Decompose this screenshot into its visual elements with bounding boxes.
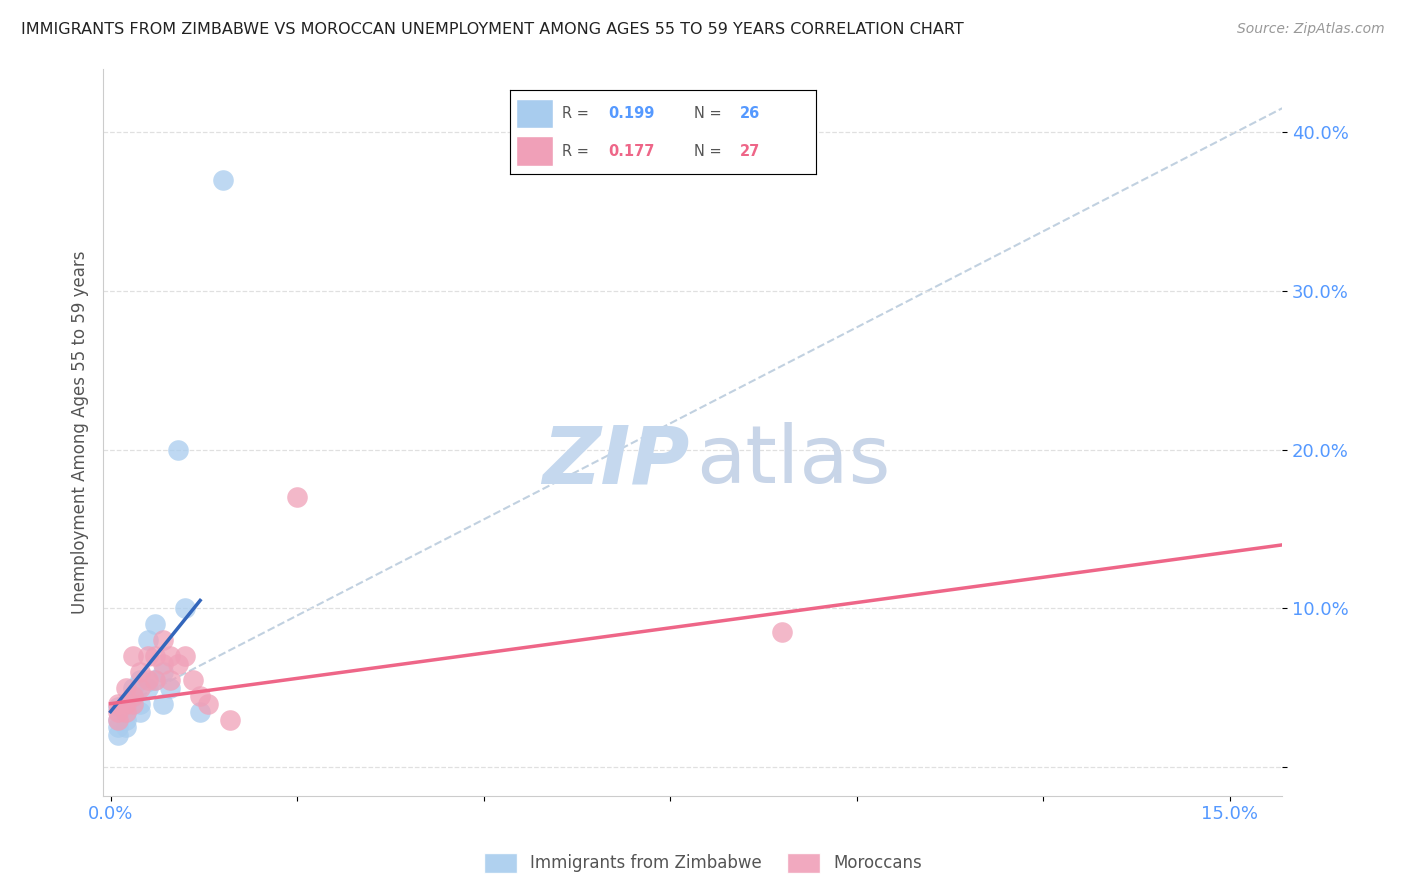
Point <box>122 689 145 703</box>
Point <box>122 689 145 703</box>
Point <box>136 673 159 687</box>
Point <box>285 490 308 504</box>
Point <box>188 689 211 703</box>
Point <box>129 673 152 687</box>
Point <box>114 705 136 719</box>
Point <box>129 681 152 695</box>
Point <box>197 697 219 711</box>
Point <box>107 721 129 735</box>
Text: IMMIGRANTS FROM ZIMBABWE VS MOROCCAN UNEMPLOYMENT AMONG AGES 55 TO 59 YEARS CORR: IMMIGRANTS FROM ZIMBABWE VS MOROCCAN UNE… <box>21 22 965 37</box>
Point <box>136 681 159 695</box>
Point <box>211 172 233 186</box>
Point <box>152 665 174 679</box>
Point <box>107 713 129 727</box>
Point <box>174 648 197 663</box>
Point <box>159 681 181 695</box>
Point <box>145 648 167 663</box>
Text: ZIP: ZIP <box>541 422 689 500</box>
Point <box>145 617 167 632</box>
Point <box>122 648 145 663</box>
Point <box>122 681 145 695</box>
Point <box>122 697 145 711</box>
Point <box>114 721 136 735</box>
Y-axis label: Unemployment Among Ages 55 to 59 years: Unemployment Among Ages 55 to 59 years <box>72 251 89 614</box>
Point <box>145 673 167 687</box>
Point <box>107 705 129 719</box>
Text: atlas: atlas <box>696 422 890 500</box>
Point <box>159 648 181 663</box>
Point <box>114 697 136 711</box>
Point <box>129 697 152 711</box>
Point <box>122 697 145 711</box>
Point <box>129 665 152 679</box>
Text: Source: ZipAtlas.com: Source: ZipAtlas.com <box>1237 22 1385 37</box>
Point <box>145 673 167 687</box>
Point <box>159 673 181 687</box>
Point <box>188 705 211 719</box>
Point <box>136 633 159 648</box>
Point <box>107 699 129 714</box>
Point <box>114 699 136 714</box>
Point <box>114 713 136 727</box>
Point <box>166 442 188 457</box>
Point <box>166 657 188 671</box>
Point <box>129 705 152 719</box>
Point <box>174 601 197 615</box>
Point <box>107 697 129 711</box>
Point <box>114 705 136 719</box>
Point <box>770 625 793 640</box>
Point <box>152 697 174 711</box>
Point <box>107 713 129 727</box>
Point <box>114 681 136 695</box>
Point <box>219 713 242 727</box>
Point <box>152 657 174 671</box>
Point <box>107 728 129 742</box>
Legend: Immigrants from Zimbabwe, Moroccans: Immigrants from Zimbabwe, Moroccans <box>477 847 929 880</box>
Point <box>181 673 204 687</box>
Point <box>114 697 136 711</box>
Point <box>152 633 174 648</box>
Point <box>136 648 159 663</box>
